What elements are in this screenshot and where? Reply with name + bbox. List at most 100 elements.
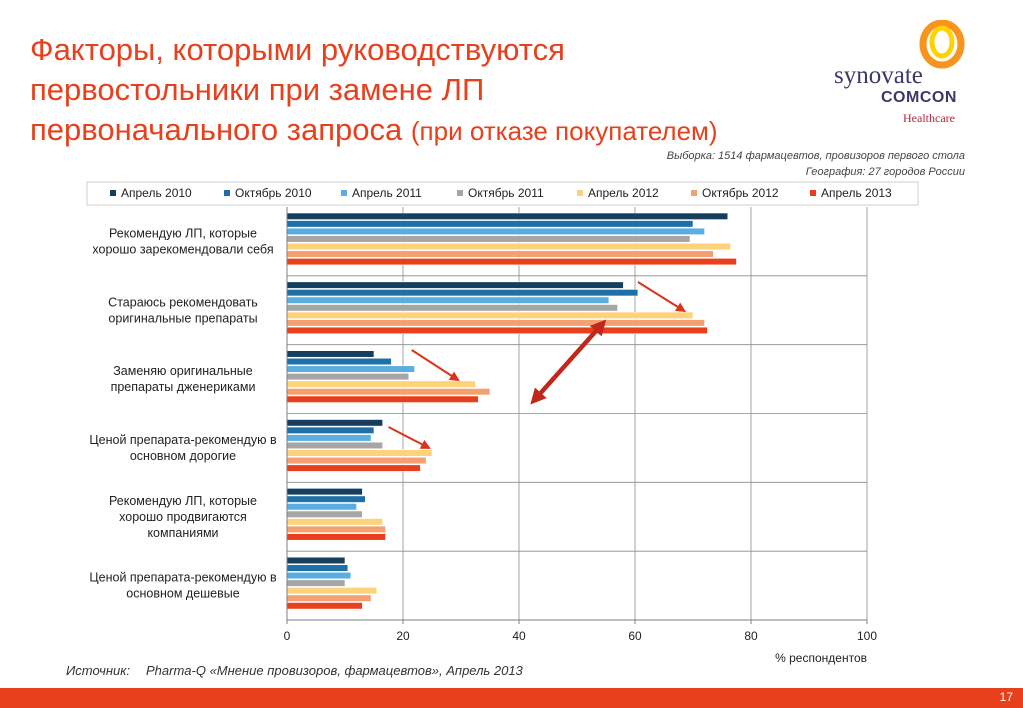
legend-swatch-4 xyxy=(457,190,463,196)
chart-legend: Апрель 2010 Октябрь 2010 Апрель 2011 Октябр… xyxy=(86,181,919,206)
footer-bar: 17 xyxy=(0,688,1023,708)
legend-label-3: Апрель 2011 xyxy=(352,186,422,200)
chart-axes: 0 20 40 60 80 100 % респондентов xyxy=(284,207,877,665)
x-tick-label-20: 20 xyxy=(396,629,410,643)
category-label-3-1: Заменяю оригинальные xyxy=(113,364,253,378)
bar-c1-s4 xyxy=(286,235,691,243)
bar-c4-s1 xyxy=(286,419,383,427)
category-label-5-1: Рекомендую ЛП, которые xyxy=(109,494,257,508)
page-number: 17 xyxy=(999,690,1013,704)
trend-arrow-originals xyxy=(637,281,686,313)
x-tick-label-80: 80 xyxy=(744,629,758,643)
legend-swatch-3 xyxy=(341,190,347,196)
legend-label-6: Октябрь 2012 xyxy=(702,186,779,200)
bar-c2-s7 xyxy=(286,326,708,335)
bar-c4-s3 xyxy=(286,434,372,442)
sample-line-1: Выборка: 1514 фармацевтов, провизоров пе… xyxy=(666,150,965,162)
bar-c3-s7 xyxy=(286,395,479,403)
title-line-1: Факторы, которыми руководствуются xyxy=(30,32,565,67)
bar-c4-s2 xyxy=(286,426,375,434)
title-line-3-main: первоначального запроса xyxy=(30,112,403,147)
category-label-1-2: хорошо зарекомендовали себя xyxy=(92,242,273,256)
bar-c2-s5 xyxy=(286,311,694,319)
trend-arrow-generics xyxy=(411,349,460,382)
source-text: Pharma-Q «Мнение провизоров, фармацевтов… xyxy=(146,663,523,678)
double-arrow xyxy=(530,319,607,405)
category-labels: Рекомендую ЛП, которые хорошо зарекомендо… xyxy=(89,226,277,600)
bar-c2-s6 xyxy=(286,319,705,327)
bar-c6-s3 xyxy=(286,571,352,580)
bar-c3-s2 xyxy=(286,357,392,366)
legend-label-5: Апрель 2012 xyxy=(588,186,659,200)
category-label-6-1: Ценой препарата-рекомендую в xyxy=(89,571,277,585)
legend-label-7: Апрель 2013 xyxy=(821,186,892,200)
bar-c5-s5 xyxy=(286,518,383,526)
sample-note: Выборка: 1514 фармацевтов, провизоров пе… xyxy=(667,148,965,180)
bar-c1-s6 xyxy=(286,250,714,258)
bar-c6-s6 xyxy=(286,594,372,602)
title-line-3: первоначального запроса (при отказе поку… xyxy=(30,110,870,151)
sample-line-2: География: 27 городов России xyxy=(805,166,965,178)
bar-c1-s2 xyxy=(286,220,694,228)
bar-c1-s3 xyxy=(286,227,705,236)
bar-c4-s6 xyxy=(286,456,427,465)
bar-c3-s5 xyxy=(286,380,476,388)
legend-label-4: Октябрь 2011 xyxy=(468,186,544,200)
bar-c4-s4 xyxy=(286,441,383,450)
bar-c1-s1 xyxy=(286,212,729,220)
source-note: Источник: Pharma-Q «Мнение провизоров, фа… xyxy=(66,663,523,678)
x-tick-label-40: 40 xyxy=(512,629,526,643)
logo-ring-icon xyxy=(919,20,965,69)
x-axis-title: % респондентов xyxy=(775,651,867,665)
bar-c3-s4 xyxy=(286,373,410,381)
bar-c6-s5 xyxy=(286,587,378,595)
logo-word-healthcare: Healthcare xyxy=(903,111,955,125)
bar-c3-s3 xyxy=(286,365,415,373)
legend-swatch-5 xyxy=(577,190,583,196)
legend-swatch-2 xyxy=(224,190,230,196)
bar-c5-s4 xyxy=(286,510,363,518)
x-tick-label-100: 100 xyxy=(857,629,877,643)
bar-c3-s1 xyxy=(286,350,375,358)
bar-c5-s6 xyxy=(286,525,386,533)
bar-c2-s1 xyxy=(286,281,624,289)
legend-label-1: Апрель 2010 xyxy=(121,186,192,200)
chart-grid xyxy=(287,207,868,620)
logo-word-synovate: synovate xyxy=(834,62,923,89)
bar-c2-s2 xyxy=(286,289,639,297)
synovate-comcon-logo: synovate COMCON Healthcare xyxy=(830,20,990,130)
chart-bars xyxy=(286,212,737,610)
x-tick-label-60: 60 xyxy=(628,629,642,643)
bar-c6-s1 xyxy=(286,556,346,565)
bar-c5-s3 xyxy=(286,503,357,511)
category-label-2-2: оригинальные препараты xyxy=(108,311,257,325)
source-label: Источник: xyxy=(66,663,130,678)
trend-arrow-expensive xyxy=(388,426,431,449)
legend-swatch-6 xyxy=(691,190,697,196)
chart-annotations xyxy=(388,281,686,449)
page-title: Факторы, которыми руководствуются первос… xyxy=(30,30,870,151)
x-tick-label-0: 0 xyxy=(284,629,291,643)
bar-c4-s5 xyxy=(286,449,433,457)
bar-c1-s5 xyxy=(286,242,732,251)
logo-word-comcon: COMCON xyxy=(881,89,957,106)
bar-c5-s7 xyxy=(286,533,386,541)
bar-c2-s3 xyxy=(286,296,610,304)
bar-c5-s1 xyxy=(286,488,363,496)
category-label-6-2: основном дешевые xyxy=(126,587,239,601)
legend-label-2: Октябрь 2010 xyxy=(235,186,312,200)
bar-c2-s4 xyxy=(286,304,618,312)
category-label-1-1: Рекомендую ЛП, которые xyxy=(109,226,257,240)
bar-c3-s6 xyxy=(286,388,491,396)
legend-frame xyxy=(86,181,919,206)
category-label-2-1: Стараюсь рекомендовать xyxy=(108,295,258,309)
legend-swatch-7 xyxy=(810,190,816,196)
category-label-3-2: препараты дженериками xyxy=(111,380,256,394)
bar-c6-s7 xyxy=(286,602,363,610)
bar-c5-s2 xyxy=(286,495,366,503)
title-line-2: первостольники при замене ЛП xyxy=(30,72,485,107)
bar-c1-s7 xyxy=(286,257,737,266)
legend-swatch-1 xyxy=(110,190,116,196)
category-label-4-1: Ценой препарата-рекомендую в xyxy=(89,433,277,447)
category-label-5-2: хорошо продвигаются xyxy=(119,510,247,524)
